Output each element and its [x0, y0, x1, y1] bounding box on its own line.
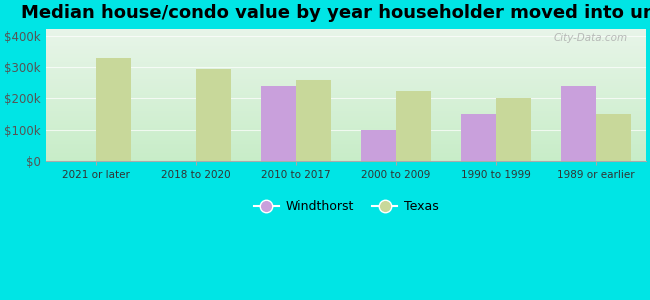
Bar: [196, 68, 231, 161]
Bar: [96, 58, 131, 161]
Legend: Windthorst, Texas: Windthorst, Texas: [249, 195, 443, 218]
Title: Median house/condo value by year householder moved into unit: Median house/condo value by year househo…: [21, 4, 650, 22]
Bar: [396, 91, 431, 161]
Bar: [296, 80, 331, 161]
Bar: [261, 86, 296, 161]
Bar: [496, 98, 531, 161]
Bar: [561, 86, 596, 161]
Bar: [361, 130, 396, 161]
Text: City-Data.com: City-Data.com: [554, 33, 628, 43]
Bar: [596, 114, 631, 161]
Bar: [461, 114, 496, 161]
